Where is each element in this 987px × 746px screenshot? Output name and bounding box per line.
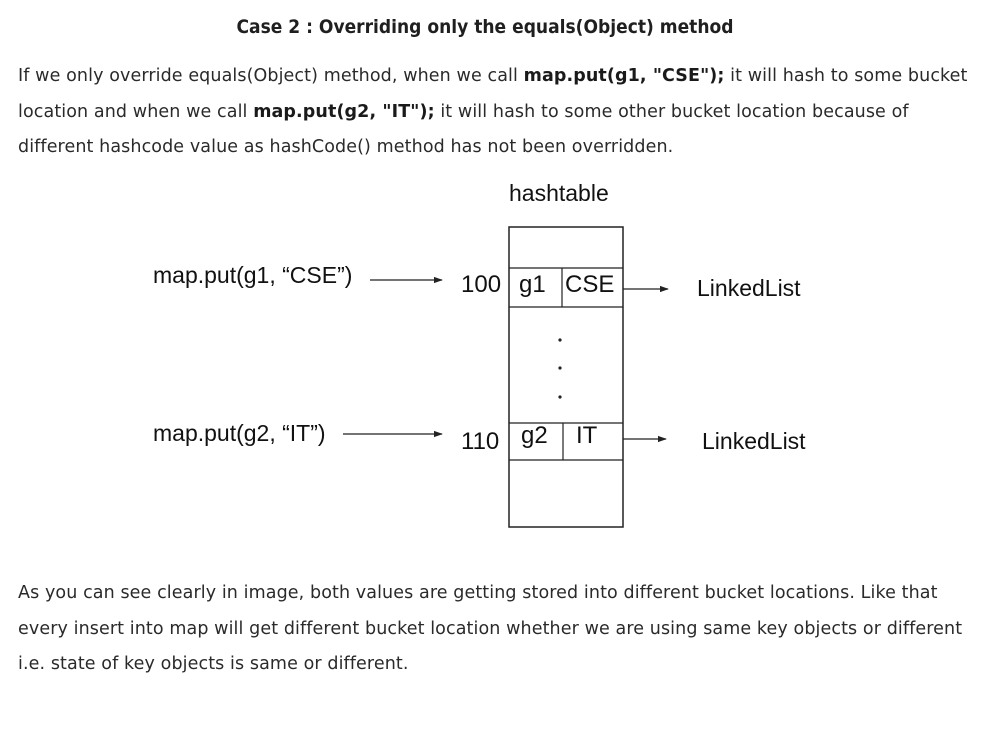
linked-list-1: LinkedList bbox=[697, 275, 801, 301]
conclusion-paragraph: As you can see clearly in image, both va… bbox=[18, 583, 963, 674]
bucket-key-2: g2 bbox=[521, 422, 548, 449]
linked-list-2: LinkedList bbox=[702, 428, 806, 454]
ellipsis-dot bbox=[558, 395, 562, 399]
hash-value-2: 110 bbox=[461, 428, 499, 455]
bucket-value-2: IT bbox=[576, 422, 598, 449]
hashtable-label: hashtable bbox=[509, 180, 609, 206]
intro-code-1: map.put(g1, "CSE"); bbox=[523, 66, 725, 86]
intro-text-1: If we only override equals(Object) metho… bbox=[18, 66, 524, 86]
bucket-key-1: g1 bbox=[519, 271, 546, 298]
intro-text-2: it will hash to some bucket location and… bbox=[18, 66, 968, 122]
hashtable-box bbox=[508, 226, 624, 528]
hash-value-1: 100 bbox=[461, 271, 501, 298]
intro-paragraph: If we only override equals(Object) metho… bbox=[18, 59, 973, 166]
ellipsis-dot bbox=[558, 338, 562, 342]
section-title: Case 2 : Overriding only the equals(Obje… bbox=[236, 16, 734, 38]
intro-code-2: map.put(g2, "IT"); bbox=[253, 101, 435, 122]
put-call-1: map.put(g1, “CSE”) bbox=[153, 262, 352, 288]
bucket-value-1: CSE bbox=[565, 271, 614, 298]
put-call-2: map.put(g2, “IT”) bbox=[153, 420, 326, 446]
ellipsis-dot bbox=[558, 366, 562, 370]
intro-text-3: it will hash to some other bucket locati… bbox=[18, 101, 909, 158]
